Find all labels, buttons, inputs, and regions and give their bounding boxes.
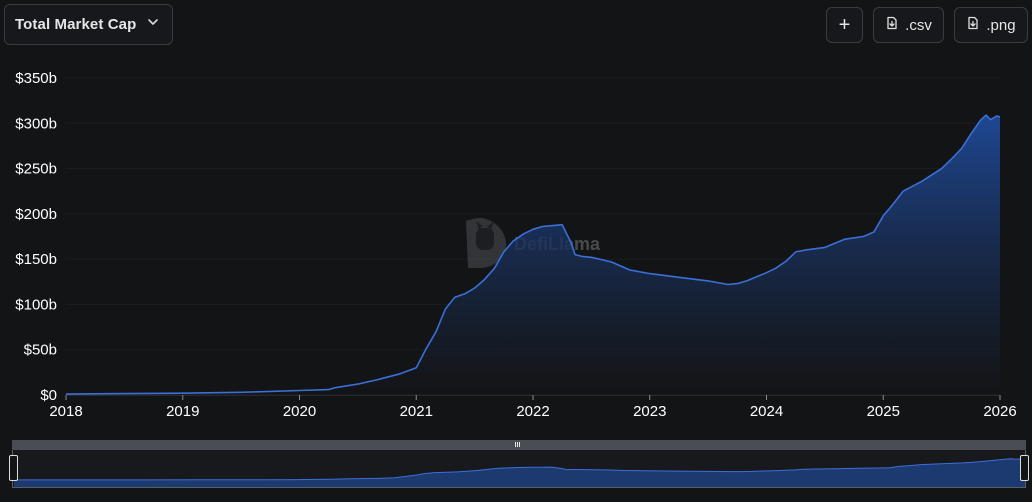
- brush-mini-chart: [14, 458, 1025, 487]
- y-tick-label: $50b: [24, 342, 57, 359]
- y-tick-label: $350b: [15, 70, 57, 87]
- market-cap-chart[interactable]: DefiLlama 201820192020202120222023202420…: [0, 60, 1032, 430]
- series-area: [66, 115, 1000, 395]
- file-download-icon: [885, 16, 899, 34]
- download-csv-button[interactable]: .csv: [873, 7, 944, 43]
- add-metric-label: +: [838, 13, 851, 36]
- x-tick-label: 2026: [983, 403, 1016, 420]
- grip-icon: [515, 442, 523, 448]
- y-tick-label: $200b: [15, 206, 57, 223]
- x-tick-label: 2025: [867, 403, 900, 420]
- brush-mini-area: [14, 458, 1025, 487]
- x-tick-label: 2019: [166, 403, 199, 420]
- file-download-icon: [966, 16, 980, 34]
- brush-handle-left[interactable]: [9, 455, 18, 481]
- x-tick-label: 2020: [283, 403, 316, 420]
- x-tick-label: 2021: [400, 403, 433, 420]
- y-tick-label: $300b: [15, 115, 57, 132]
- x-axis: 2018 2019 2020 2021 2022 2023 2024 2025 2026: [49, 395, 1017, 420]
- y-tick-label: $250b: [15, 161, 57, 178]
- series-line: [65, 114, 1001, 395]
- y-tick-label: $0: [40, 387, 57, 404]
- x-tick-label: 2018: [49, 403, 82, 420]
- download-png-button[interactable]: .png: [954, 7, 1028, 43]
- x-tick-label: 2022: [516, 403, 549, 420]
- y-axis: $0 $50b $100b $150b $200b $250b $300b $350b: [15, 70, 57, 404]
- brush-mini-line: [14, 458, 1025, 481]
- chart-area: [66, 115, 1000, 395]
- download-png-label: .png: [986, 16, 1016, 34]
- brush-drag-bar[interactable]: [12, 440, 1026, 450]
- range-brush[interactable]: [9, 440, 1029, 488]
- x-tick-label: 2023: [633, 403, 666, 420]
- x-tick-label: 2024: [750, 403, 783, 420]
- chevron-down-icon: [146, 15, 160, 34]
- download-csv-label: .csv: [905, 16, 932, 34]
- metric-dropdown[interactable]: Total Market Cap: [4, 4, 173, 45]
- y-tick-label: $100b: [15, 296, 57, 313]
- brush-handle-right[interactable]: [1020, 455, 1029, 481]
- add-metric-button[interactable]: +: [826, 7, 863, 43]
- y-tick-label: $150b: [15, 251, 57, 268]
- brush-preview: [12, 450, 1026, 488]
- metric-dropdown-label: Total Market Cap: [15, 16, 137, 33]
- chart-series-line: [65, 114, 1001, 395]
